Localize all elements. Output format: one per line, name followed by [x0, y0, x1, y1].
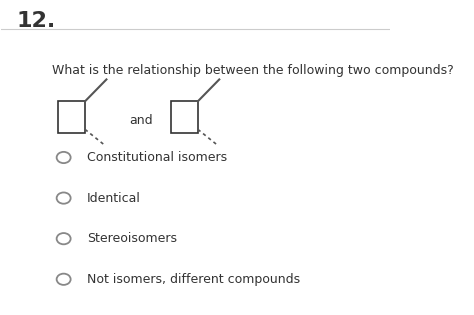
- Text: Not isomers, different compounds: Not isomers, different compounds: [87, 273, 300, 286]
- Text: 12.: 12.: [17, 11, 56, 31]
- Text: What is the relationship between the following two compounds?: What is the relationship between the fol…: [52, 64, 454, 77]
- Bar: [58, 101, 85, 133]
- Bar: [171, 101, 198, 133]
- Text: Identical: Identical: [87, 192, 141, 204]
- Text: Constitutional isomers: Constitutional isomers: [87, 151, 227, 164]
- Text: and: and: [130, 113, 153, 127]
- Text: Stereoisomers: Stereoisomers: [87, 232, 177, 245]
